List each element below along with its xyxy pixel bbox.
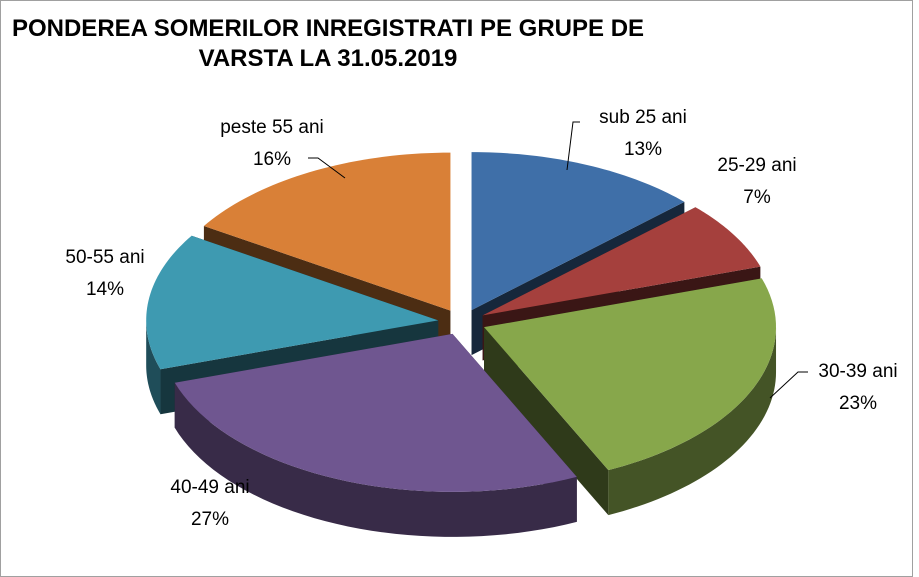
slice-top xyxy=(484,278,777,471)
slice-side xyxy=(174,382,577,537)
slice-top xyxy=(203,152,451,311)
slice-top xyxy=(146,235,439,370)
data-label-value: 13% xyxy=(624,139,662,160)
leader-line xyxy=(308,157,346,179)
slice xyxy=(484,278,777,516)
slice-top xyxy=(174,333,577,492)
data-label-name: 30-39 ani xyxy=(818,361,897,382)
slice-top xyxy=(482,207,761,316)
slice-wall xyxy=(484,327,609,516)
data-label-name: sub 25 ani xyxy=(599,107,687,128)
slice-side xyxy=(608,327,777,516)
leader-line xyxy=(566,121,580,171)
data-label-value: 23% xyxy=(839,393,877,414)
slice-side xyxy=(146,320,161,415)
data-label-name: 40-49 ani xyxy=(170,477,249,498)
data-label-value: 14% xyxy=(86,279,124,300)
leader-line xyxy=(769,371,808,399)
data-label-name: 50-55 ani xyxy=(65,247,144,268)
data-label-value: 27% xyxy=(191,509,229,530)
data-label-value: 7% xyxy=(743,187,771,208)
slice xyxy=(174,333,577,537)
data-label-value: 16% xyxy=(253,149,291,170)
slice-top xyxy=(471,152,685,311)
chart-title: PONDEREA SOMERILOR INREGISTRATI PE GRUPE… xyxy=(11,15,645,72)
pie xyxy=(146,152,777,537)
data-label-name: 25-29 ani xyxy=(717,155,796,176)
data-label-name: peste 55 ani xyxy=(220,117,324,138)
